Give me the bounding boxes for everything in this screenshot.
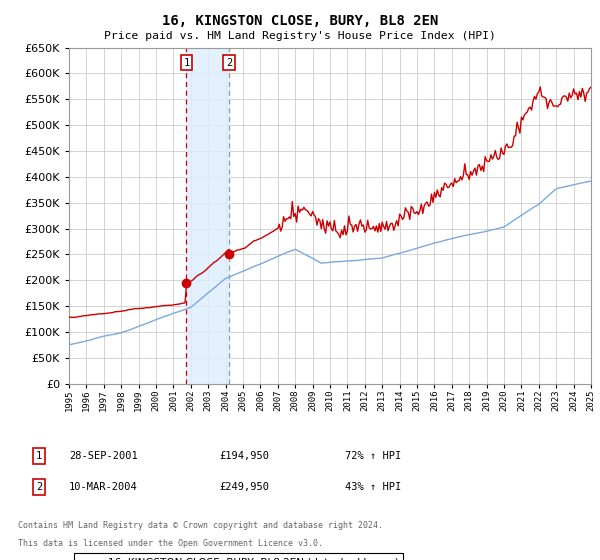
Text: £249,950: £249,950 [219, 482, 269, 492]
Text: 1: 1 [36, 451, 42, 461]
Text: £194,950: £194,950 [219, 451, 269, 461]
Text: 10-MAR-2004: 10-MAR-2004 [69, 482, 138, 492]
Text: 43% ↑ HPI: 43% ↑ HPI [345, 482, 401, 492]
Text: 16, KINGSTON CLOSE, BURY, BL8 2EN: 16, KINGSTON CLOSE, BURY, BL8 2EN [162, 14, 438, 28]
Text: 72% ↑ HPI: 72% ↑ HPI [345, 451, 401, 461]
Text: This data is licensed under the Open Government Licence v3.0.: This data is licensed under the Open Gov… [18, 539, 323, 548]
Text: Contains HM Land Registry data © Crown copyright and database right 2024.: Contains HM Land Registry data © Crown c… [18, 521, 383, 530]
Text: 28-SEP-2001: 28-SEP-2001 [69, 451, 138, 461]
Legend: 16, KINGSTON CLOSE, BURY, BL8 2EN (detached house), HPI: Average price, detached: 16, KINGSTON CLOSE, BURY, BL8 2EN (detac… [74, 553, 403, 560]
Text: Price paid vs. HM Land Registry's House Price Index (HPI): Price paid vs. HM Land Registry's House … [104, 31, 496, 41]
Bar [187, 48, 229, 384]
Text: 2: 2 [36, 482, 42, 492]
Text: 1: 1 [184, 58, 190, 68]
Text: 2: 2 [226, 58, 232, 68]
